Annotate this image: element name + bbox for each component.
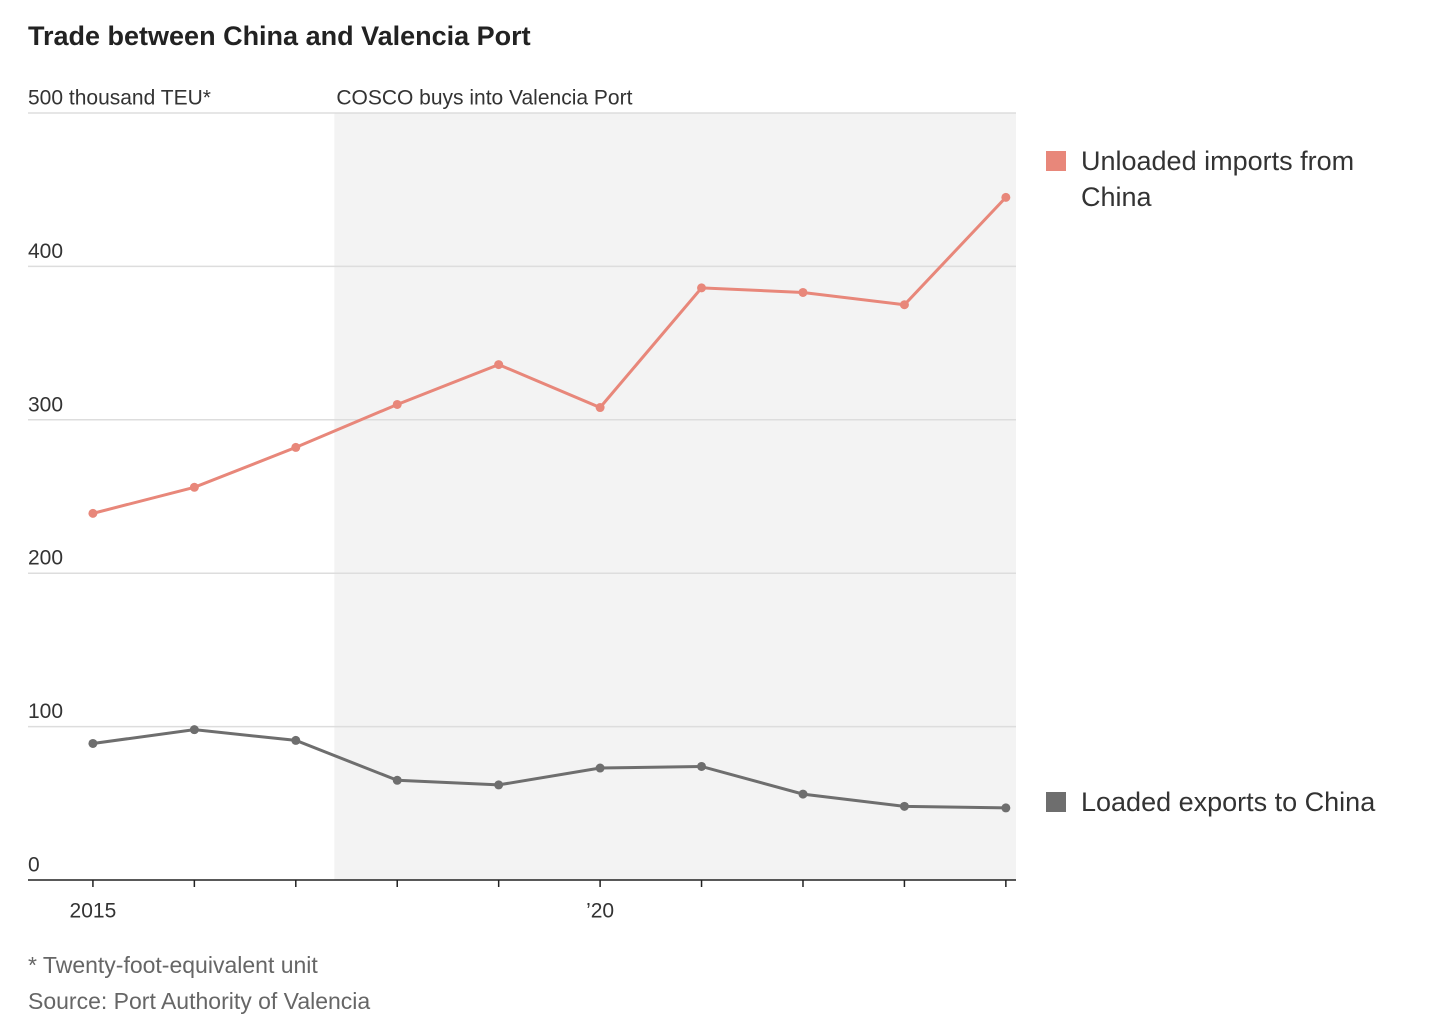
source: Source: Port Authority of Valencia bbox=[28, 988, 371, 1014]
legend-label: Unloaded imports from China bbox=[1081, 146, 1355, 213]
data-point bbox=[798, 789, 808, 799]
data-point bbox=[88, 738, 98, 748]
footnote: * Twenty-foot-equivalent unit bbox=[28, 952, 318, 978]
y-tick-label: 0 bbox=[28, 854, 40, 877]
legend-swatch bbox=[1046, 791, 1066, 812]
data-point bbox=[392, 775, 402, 785]
legend-label: Loaded exports to China bbox=[1081, 786, 1376, 817]
series-line bbox=[92, 728, 1006, 810]
data-point bbox=[494, 360, 504, 370]
annotation: COSCO buys into Valencia Port bbox=[336, 87, 632, 110]
legend-entry: Loaded exports to China bbox=[1046, 784, 1426, 820]
data-point bbox=[291, 442, 301, 452]
data-point bbox=[494, 780, 504, 790]
data-point bbox=[697, 761, 707, 771]
data-point bbox=[595, 763, 605, 773]
data-point bbox=[899, 801, 909, 811]
data-point bbox=[595, 403, 605, 413]
x-tick-label: ’20 bbox=[586, 900, 614, 923]
data-point bbox=[189, 725, 199, 735]
data-point bbox=[392, 399, 402, 409]
y-tick-label: 200 bbox=[28, 547, 63, 570]
legend-entry: Unloaded imports from China bbox=[1046, 143, 1426, 215]
data-point bbox=[88, 508, 98, 518]
highlight-region bbox=[334, 113, 1017, 880]
y-tick-label: 500 thousand TEU* bbox=[28, 87, 211, 110]
data-point bbox=[899, 300, 909, 310]
data-point bbox=[697, 283, 707, 293]
data-point bbox=[1001, 803, 1011, 813]
y-tick-label: 100 bbox=[28, 700, 63, 723]
y-tick-label: 300 bbox=[28, 393, 63, 416]
data-point bbox=[798, 287, 808, 297]
legend-swatch bbox=[1046, 151, 1066, 172]
data-point bbox=[291, 735, 301, 745]
chart-title: Trade between China and Valencia Port bbox=[28, 21, 531, 51]
y-tick-label: 400 bbox=[28, 240, 63, 263]
x-tick-label: 2015 bbox=[70, 900, 117, 923]
data-point bbox=[1001, 192, 1011, 202]
series-line bbox=[92, 196, 1007, 515]
data-point bbox=[189, 482, 199, 492]
